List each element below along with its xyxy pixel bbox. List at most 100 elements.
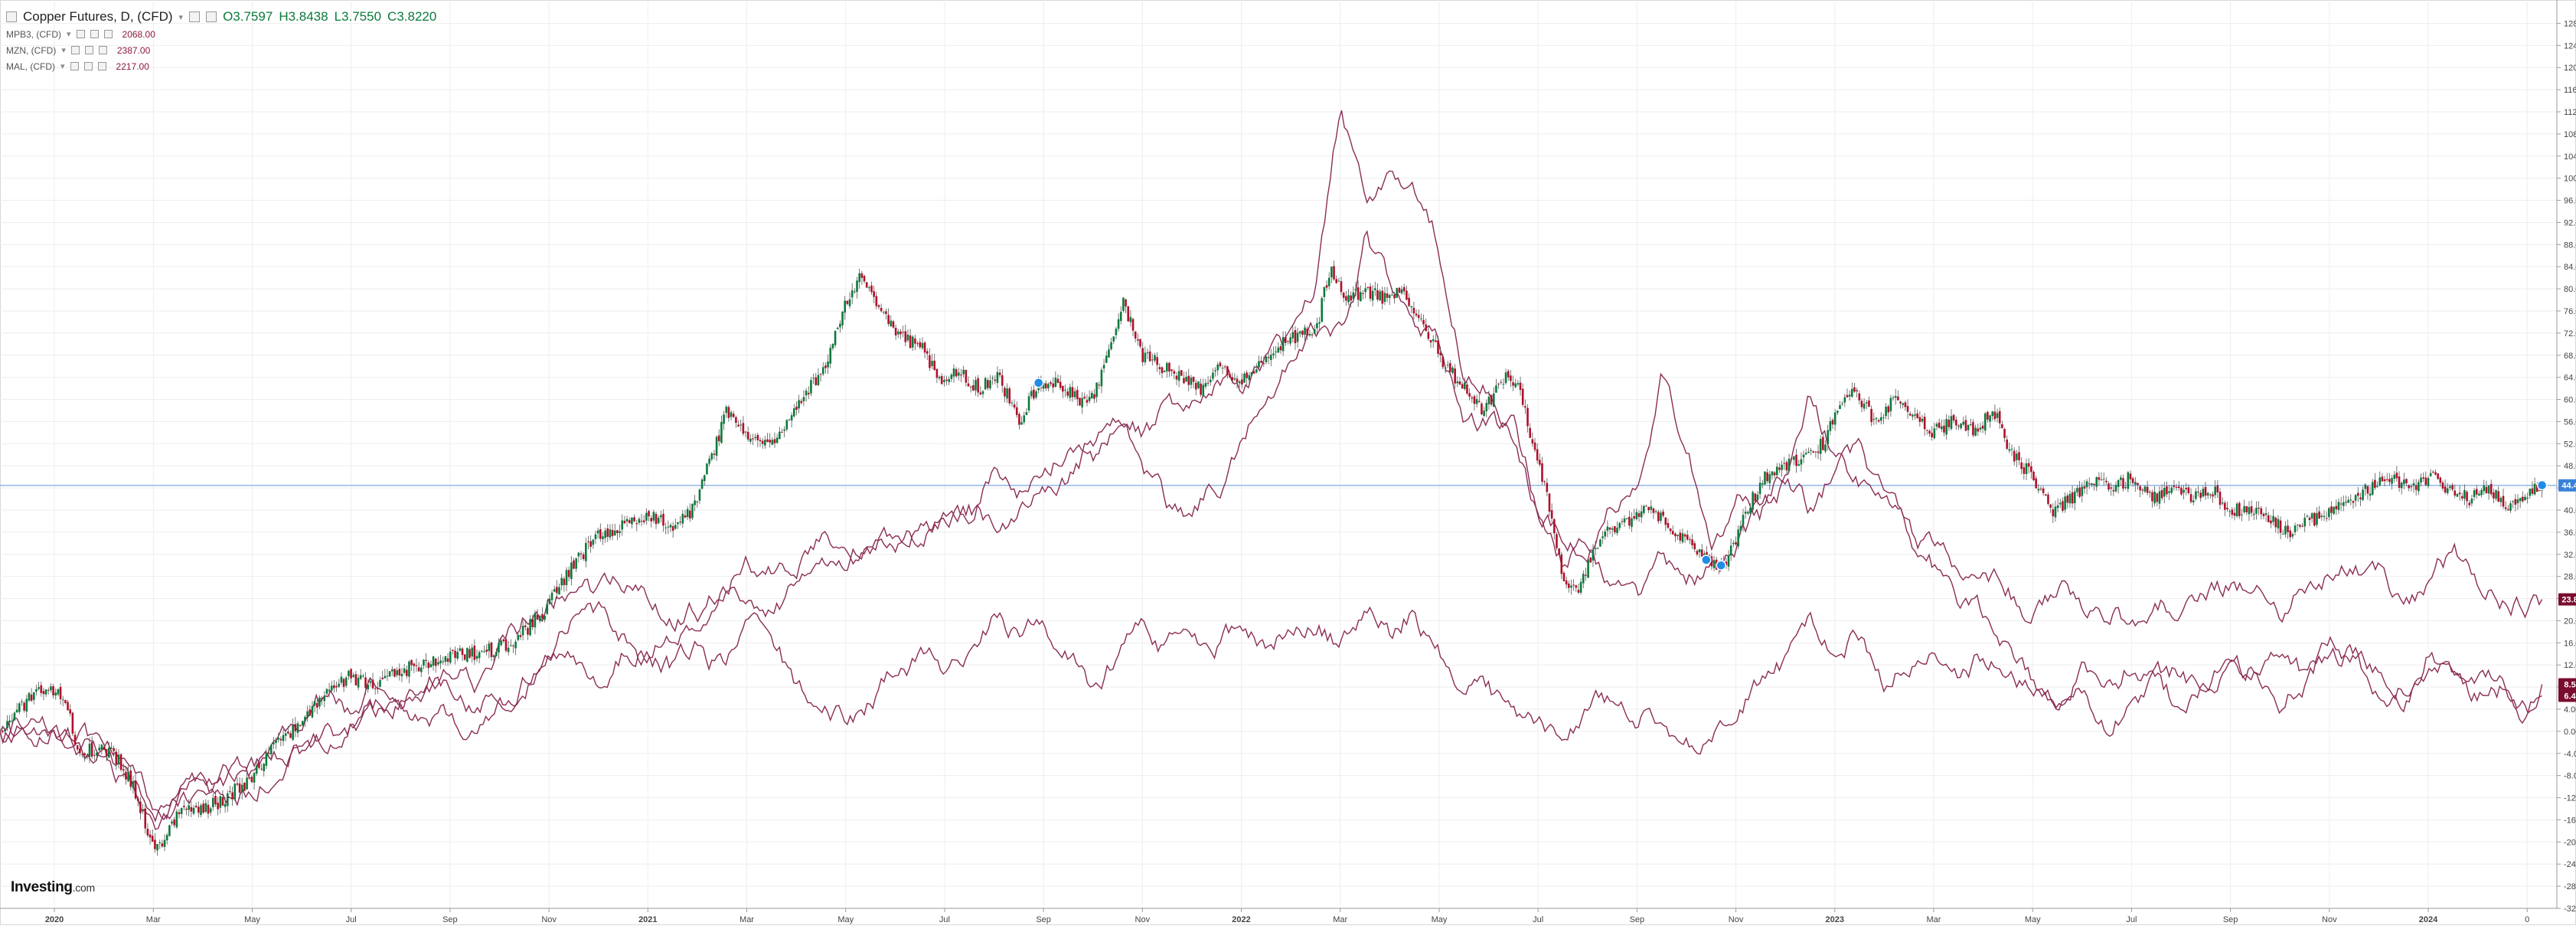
legend-main-row[interactable]: Copper Futures, D, (CFD) ▾ O3.7597 H3.84… [6,8,436,26]
candle-body [754,437,756,439]
candle-body [1979,427,1982,430]
logo-suffix: .com [72,882,95,894]
settings-box-icon[interactable] [83,62,93,70]
candle-body [2529,489,2532,496]
legend-overlay-row[interactable]: MAL, (CFD) ▾ 2217.00 [6,58,436,74]
candle-body [2408,485,2410,489]
close-box-icon[interactable] [97,62,106,70]
candle-body [1400,289,1403,293]
x-tick-label: Mar [739,915,754,924]
candle-body [1158,367,1161,369]
candle-body [471,647,473,657]
candle-body [2010,449,2013,450]
x-tick-label: 2022 [1232,915,1250,924]
candle-body [969,386,972,388]
candle-body [739,424,743,426]
chevron-down-icon[interactable]: ▾ [67,30,71,39]
candle-body [1163,370,1166,372]
candle-body [911,336,914,348]
candle-body [1562,572,1566,582]
candle-body [2158,491,2161,504]
x-tick-label: Nov [541,915,557,924]
candle-body [769,440,771,443]
candle-body [224,803,227,807]
candle-body [1313,329,1316,334]
candle-body [1572,584,1575,586]
candle-body [1761,483,1764,485]
candle-body [391,669,393,672]
candle-body [1754,493,1757,502]
collapse-toggle-icon[interactable] [6,11,17,22]
candle-body [1086,400,1089,403]
candle-body [575,558,577,569]
candle-body [2519,498,2522,502]
candle-body [1112,336,1115,342]
candle-body [231,792,233,800]
candle-body [413,663,416,666]
candle-body [577,552,580,557]
candle-body [2081,486,2084,496]
candle-body [1018,414,1020,425]
y-tick-label: 80.00% [2564,285,2576,294]
candle-body [315,703,318,708]
settings-box-icon[interactable] [189,11,201,22]
candle-body [2429,473,2432,476]
candle-body [1529,427,1531,438]
candle-body [1144,352,1147,363]
candle-body [253,773,256,783]
settings-box-icon[interactable] [90,30,99,38]
candle-body [1851,388,1853,397]
investing-logo[interactable]: Investing.com [11,879,95,896]
close-box-icon[interactable] [98,46,107,54]
candle-body [1950,416,1953,429]
candle-body [2485,486,2488,493]
eye-box-icon[interactable] [76,30,85,38]
candle-body [972,384,975,391]
candle-body [1139,339,1141,347]
candle-body [1807,451,1810,453]
candle-body [2376,486,2378,487]
chevron-down-icon[interactable]: ▾ [178,12,184,22]
candle-body [2233,512,2236,516]
legend-overlay-row[interactable]: MPB3, (CFD) ▾ 2068.00 [6,26,436,42]
candle-body [354,674,358,685]
candle-body [2418,482,2420,492]
candle-body [381,678,384,679]
candle-body [2310,513,2313,519]
legend-overlay-row[interactable]: MZN, (CFD) ▾ 2387.00 [6,42,436,58]
y-tick-label: 16.00% [2564,639,2576,648]
x-tick-label: Mar [1333,915,1347,924]
candle-body [749,438,752,442]
candle-body [798,400,800,409]
candle-body [273,742,275,744]
candle-body [2301,525,2303,527]
candle-body [1272,353,1275,355]
candle-body [1122,297,1125,311]
candle-body [1076,390,1079,400]
candle-body [1987,411,1989,420]
candle-body [2475,489,2478,495]
candle-body [1492,393,1495,407]
chevron-down-icon[interactable]: ▾ [61,46,66,55]
candle-body [1674,533,1677,537]
candle-body [621,520,624,530]
candle-body [1441,356,1445,368]
eye-box-icon[interactable] [206,11,217,22]
candle-body [885,311,887,314]
candle-body [90,742,93,757]
eye-box-icon[interactable] [70,46,80,54]
candle-body [2538,490,2541,492]
eye-box-icon[interactable] [70,62,79,70]
candle-body [2134,482,2137,485]
close-box-icon[interactable] [103,30,113,38]
candle-body [1833,412,1837,425]
chevron-down-icon[interactable]: ▾ [60,62,65,71]
legend-main-label: Copper Futures, D, (CFD) [23,9,173,24]
candle-body [1860,401,1863,407]
settings-box-icon[interactable] [84,46,93,54]
candle-body [1115,329,1118,335]
candle-body [221,797,224,806]
candle-body [916,343,919,345]
